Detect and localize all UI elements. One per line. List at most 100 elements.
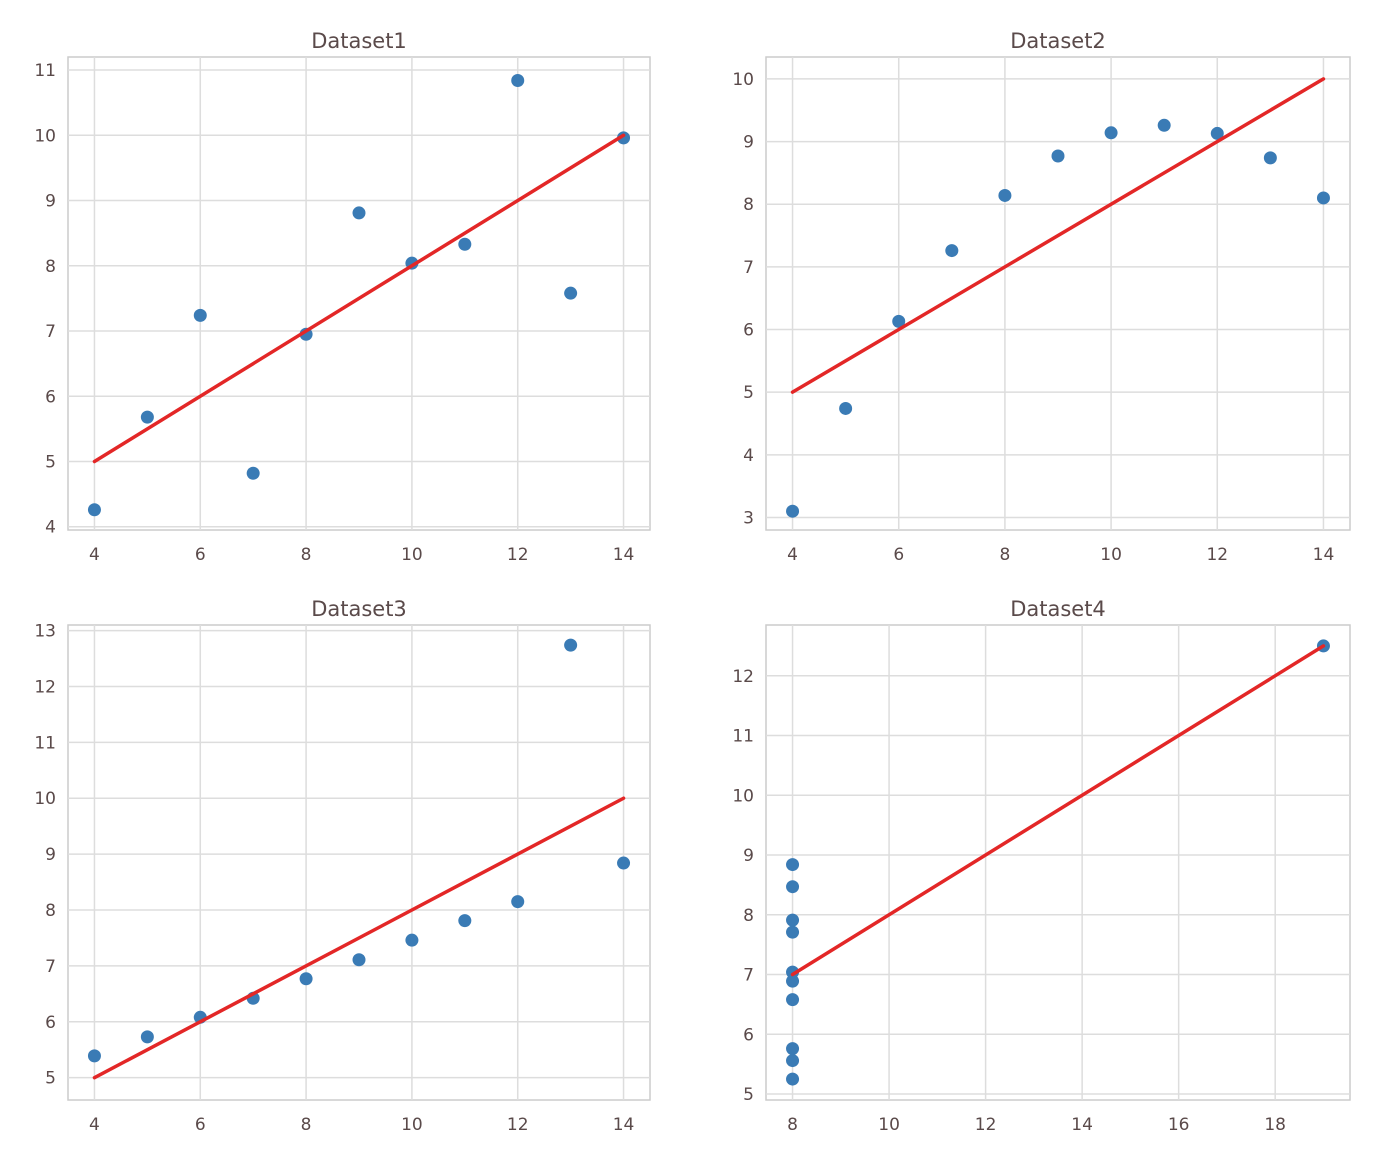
data-point [352,953,366,967]
fit-line [790,77,1326,394]
y-tick-label: 10 [732,70,754,90]
data-point [511,73,525,87]
x-tick-label: 4 [89,545,100,565]
x-tick-label: 14 [613,1115,635,1135]
x-tick-label: 10 [1100,545,1122,565]
y-tick-label: 9 [743,846,754,866]
data-point [1210,126,1224,140]
y-tick-label: 11 [34,733,56,753]
y-tick-label: 13 [34,622,56,642]
data-point [352,206,366,220]
data-point [564,638,578,652]
y-tick-label: 6 [45,1013,56,1033]
y-tick-label: 8 [743,195,754,215]
panel-dataset4: 8 10 12 14 16 18 5 6 7 8 9 10 11 12 Dataset4 [732,597,1351,1135]
data-point [140,410,154,424]
y-tick-label: 8 [45,257,56,277]
x-tick-label: 4 [787,545,798,565]
x-tick-label: 4 [89,1115,100,1135]
panel-dataset3: 4 6 8 10 12 14 5 6 7 8 9 10 11 12 13 Dataset3 [34,597,651,1135]
y-tick-label: 11 [34,61,56,81]
panel-title: Dataset4 [1010,597,1106,621]
panel-title: Dataset2 [1010,29,1106,53]
data-point [564,286,578,300]
data-point [786,858,800,872]
y-tick-label: 4 [743,446,754,466]
fit-line [92,133,626,464]
data-point [786,1072,800,1086]
x-tick-label: 12 [507,1115,529,1135]
data-point [786,925,800,939]
plot-area [67,56,651,531]
y-tick-label: 5 [45,452,56,472]
y-tick-label: 5 [45,1069,56,1089]
x-tick-label: 16 [1168,1115,1190,1135]
y-tick-label: 6 [743,1025,754,1045]
data-point [458,237,472,251]
data-point [1316,191,1330,205]
y-tick-label: 8 [45,901,56,921]
x-tick-label: 14 [1071,1115,1093,1135]
data-point [786,1054,800,1068]
panel-dataset2: 4 6 8 10 12 14 3 4 5 6 7 8 9 10 Dataset2 [732,29,1351,565]
data-point [246,466,260,480]
panel-title: Dataset3 [311,597,407,621]
fit-line [92,796,626,1080]
data-point [786,1042,800,1056]
y-tick-label: 12 [732,667,754,687]
plot-area [765,624,1351,1101]
x-tick-label: 8 [301,1115,312,1135]
x-tick-label: 10 [401,545,423,565]
y-tick-label: 7 [743,966,754,986]
data-point [458,914,472,928]
x-tick-label: 8 [999,545,1010,565]
data-point [945,244,959,258]
data-point [1157,118,1171,132]
data-point [786,880,800,894]
data-point [892,314,906,328]
y-tick-label: 12 [34,677,56,697]
x-tick-label: 10 [878,1115,900,1135]
y-tick-label: 5 [743,383,754,403]
x-tick-label: 6 [893,545,904,565]
x-tick-label: 12 [507,545,529,565]
y-tick-label: 9 [45,192,56,212]
data-point [786,974,800,988]
data-point [140,1030,154,1044]
y-tick-label: 10 [34,126,56,146]
y-tick-label: 4 [45,518,56,538]
data-point [1051,149,1065,163]
data-point [1263,151,1277,165]
x-tick-label: 12 [1206,545,1228,565]
y-tick-label: 6 [45,387,56,407]
x-tick-label: 12 [975,1115,997,1135]
y-tick-label: 10 [34,789,56,809]
data-point [87,1049,101,1063]
x-tick-label: 14 [1313,545,1335,565]
x-tick-label: 8 [787,1115,798,1135]
x-tick-label: 6 [195,545,206,565]
x-tick-label: 10 [401,1115,423,1135]
data-point [405,933,419,947]
y-tick-label: 6 [743,321,754,341]
panel-dataset1: 4 6 8 10 12 14 4 5 6 7 8 9 10 11 Dataset1 [34,29,651,565]
data-point [786,504,800,518]
data-point [786,993,800,1007]
data-point [617,856,631,870]
data-point [1104,126,1118,140]
plot-area [67,624,651,1101]
data-point [786,913,800,927]
y-tick-label: 10 [732,786,754,806]
y-tick-label: 7 [45,957,56,977]
x-tick-label: 18 [1264,1115,1286,1135]
fit-line [790,644,1326,977]
y-tick-label: 8 [743,906,754,926]
x-tick-label: 8 [301,545,312,565]
y-tick-label: 11 [732,727,754,747]
y-tick-label: 9 [45,845,56,865]
data-point [839,401,853,415]
data-point [617,131,631,145]
y-tick-label: 3 [743,508,754,528]
x-tick-label: 6 [195,1115,206,1135]
